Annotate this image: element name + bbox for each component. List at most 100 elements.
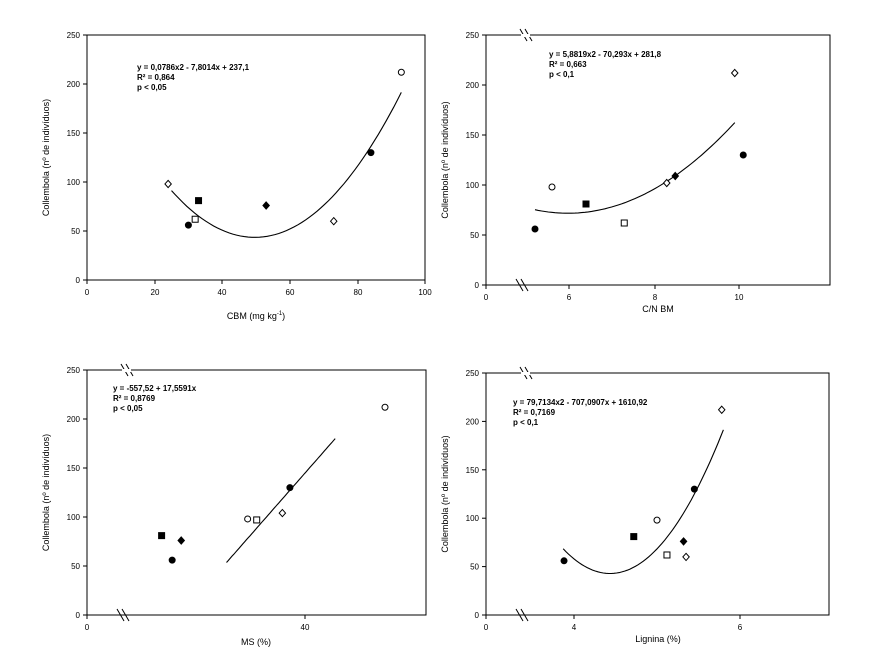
data-point (244, 515, 252, 523)
data-point (717, 405, 726, 415)
data-point (630, 533, 638, 541)
data-point (662, 178, 671, 188)
x-tick-label: 8 (653, 293, 658, 302)
y-tick-label: 150 (67, 464, 81, 473)
data-point (177, 536, 186, 545)
regression-curve (226, 438, 336, 563)
data-point (690, 485, 698, 493)
data-point (329, 216, 338, 226)
data-point (184, 221, 192, 229)
y-axis-label: Collembola (nº de indivíduos) (41, 434, 51, 551)
axis-break-mark (520, 608, 529, 622)
data-point (653, 516, 661, 524)
plot-frame (485, 34, 831, 286)
x-tick-label: 6 (738, 623, 743, 632)
x-tick-label: 6 (567, 293, 572, 302)
y-tick-label: 50 (71, 562, 80, 571)
x-tick-label: 100 (418, 288, 432, 297)
x-tick-label: 80 (354, 288, 363, 297)
x-tick-label: 20 (151, 288, 160, 297)
y-tick-label: 0 (76, 276, 81, 285)
data-point (671, 171, 680, 181)
regression-annotation: R² = 0,864 (137, 73, 175, 82)
y-tick-label: 100 (67, 178, 81, 187)
regression-annotation: R² = 0,663 (549, 60, 587, 69)
y-tick-label: 250 (466, 369, 480, 378)
plot-frame (485, 372, 830, 616)
y-tick-label: 200 (466, 81, 480, 90)
y-tick-label: 250 (67, 366, 81, 375)
x-axis-label: CBM (mg kg-1) (227, 311, 285, 321)
y-tick-label: 100 (67, 513, 81, 522)
regression-curve (562, 429, 724, 575)
x-axis-label: MS (%) (241, 637, 271, 647)
y-tick-label: 50 (470, 231, 479, 240)
data-point (168, 556, 176, 564)
axis-break-gap (521, 34, 530, 37)
regression-curve (534, 122, 736, 214)
y-tick-label: 150 (466, 131, 480, 140)
x-axis-label: Lignina (%) (635, 634, 681, 644)
data-point (253, 516, 261, 524)
data-point (582, 200, 590, 208)
chart-panel-3: 0 50 100 150 200 250 0 40 y = -557,52 + 17,5591x… (41, 363, 427, 647)
regression-annotation: y = 5,8819x2 - 70,293x + 281,8 (549, 50, 662, 59)
y-tick-label: 0 (76, 611, 81, 620)
regression-annotation: p < 0,1 (513, 418, 539, 427)
x-tick-label: 10 (735, 293, 744, 302)
data-point (663, 551, 671, 559)
axis-break-mark (121, 608, 130, 622)
regression-annotation: p < 0,05 (113, 404, 143, 413)
chart-panel-4: 0 50 100 150 200 250 0 4 6 y = 79,7134x2 - 707,09… (440, 366, 830, 644)
y-tick-label: 250 (67, 31, 81, 40)
x-tick-label: 0 (484, 293, 489, 302)
data-point (278, 508, 287, 518)
y-tick-label: 150 (466, 466, 480, 475)
data-point (195, 197, 203, 205)
y-tick-label: 50 (470, 563, 479, 572)
axis-break-gap (122, 369, 131, 372)
axis-break-mark (520, 278, 529, 292)
chart-panel-1: 0 50 100 150 200 250 0 20 40 60 80 100 y = 0,0786x2 … (41, 31, 432, 321)
chart-panel-2: 0 50 100 150 200 250 0 6 8 10 y = 5,8819x2 - 70,29… (440, 28, 831, 314)
data-point (262, 201, 271, 210)
x-tick-label: 60 (286, 288, 295, 297)
data-point (286, 484, 294, 492)
data-point (164, 179, 172, 189)
regression-annotation: p < 0,05 (137, 83, 167, 92)
x-tick-label: 0 (85, 623, 90, 632)
data-point (620, 219, 628, 227)
data-point (191, 215, 199, 223)
data-point (397, 68, 405, 76)
data-point (548, 183, 556, 191)
regression-curve (171, 92, 402, 238)
y-tick-label: 0 (475, 281, 480, 290)
data-point (682, 552, 690, 562)
data-point (531, 225, 539, 233)
regression-annotation: R² = 0,8769 (113, 394, 156, 403)
y-tick-label: 250 (466, 31, 480, 40)
axis-break-mark (515, 608, 524, 622)
data-point (381, 403, 389, 411)
y-tick-label: 150 (67, 129, 81, 138)
data-point (679, 537, 688, 546)
axis-break-mark (515, 278, 524, 292)
data-point (739, 151, 747, 159)
y-axis-label: Collembola (nº de indivíduos) (41, 99, 51, 216)
data-point (560, 557, 568, 565)
axis-break-mark (116, 608, 125, 622)
regression-annotation: y = -557,52 + 17,5591x (113, 384, 197, 393)
regression-annotation: p < 0,1 (549, 70, 575, 79)
y-tick-label: 0 (475, 611, 480, 620)
y-tick-label: 200 (67, 415, 81, 424)
x-tick-label: 0 (85, 288, 90, 297)
y-tick-label: 200 (67, 80, 81, 89)
y-tick-label: 100 (466, 181, 480, 190)
regression-annotation: R² = 0,7169 (513, 408, 556, 417)
x-tick-label: 40 (301, 623, 310, 632)
data-point (730, 68, 739, 78)
x-tick-label: 40 (218, 288, 227, 297)
y-tick-label: 50 (71, 227, 80, 236)
y-axis-label: Collembola (nº de indivíduos) (440, 435, 450, 552)
